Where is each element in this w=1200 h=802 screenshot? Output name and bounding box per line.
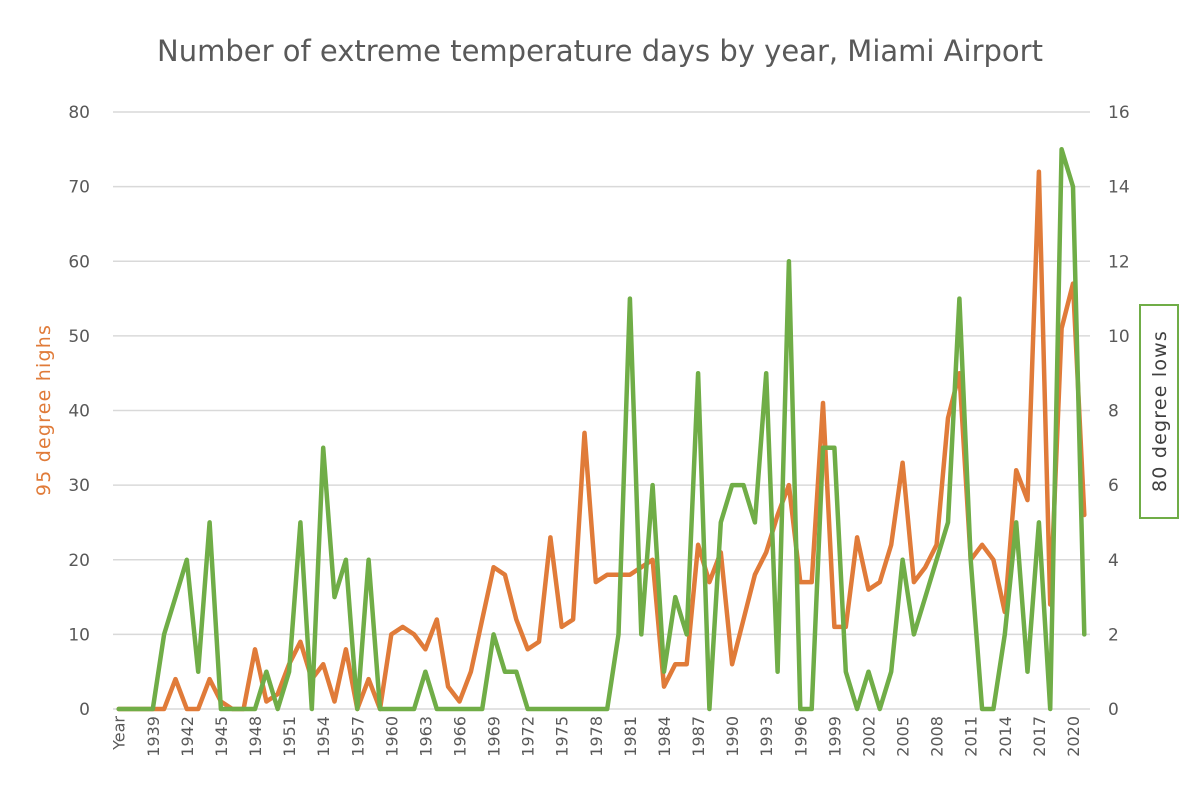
x-tick-label: 1999 [825,716,844,757]
x-tick-label: 1996 [791,716,810,757]
y-tick-left: 30 [68,476,90,496]
y-tick-right: 2 [1108,625,1119,645]
x-tick-label: 1942 [178,716,197,757]
x-tick-label: Year [110,716,129,751]
x-tick-label: 1951 [280,716,299,757]
series-lines [116,147,1087,712]
x-tick-label: 1963 [416,716,435,757]
y-tick-left: 40 [68,402,90,422]
y-tick-right: 16 [1108,103,1130,123]
y-tick-left: 20 [68,551,90,571]
x-tick-label: 1954 [314,716,333,757]
y-tick-right: 6 [1108,476,1119,496]
y-tick-left: 50 [68,327,90,347]
y-tick-right: 4 [1108,551,1119,571]
y-tick-right: 10 [1108,327,1130,347]
x-tick-label: 1984 [655,716,674,757]
y-tick-right: 8 [1108,402,1119,422]
y-tick-right: 14 [1108,178,1130,198]
right-y-axis-ticks: 0 2 4 6 8 10 12 14 16 [1108,103,1130,720]
x-tick-label: 2011 [962,716,981,757]
left-y-axis-ticks: 0 10 20 30 40 50 60 70 80 [68,103,90,720]
y-tick-right: 0 [1108,700,1119,720]
y-tick-left: 70 [68,178,90,198]
series-line-80-degree-lows [116,147,1087,712]
x-tick-label: 1993 [757,716,776,757]
x-tick-label: 1978 [587,716,606,757]
y-tick-left: 80 [68,103,90,123]
x-tick-label: 1990 [723,716,742,757]
x-tick-label: 2008 [928,716,947,757]
y-tick-left: 10 [68,625,90,645]
right-y-axis-label: 80 degree lows [1149,330,1171,492]
x-tick-label: 2002 [859,716,878,757]
right-y-axis-label-box [1139,304,1179,519]
x-tick-label: 2017 [1030,716,1049,757]
x-tick-label: 1957 [348,716,367,757]
left-y-axis-label: 95 degree highs [33,324,55,496]
x-tick-label: 1960 [382,716,401,757]
x-tick-label: 2020 [1064,716,1083,757]
y-tick-left: 0 [79,700,90,720]
x-tick-label: 1948 [246,716,265,757]
x-tick-label: 2005 [894,716,913,757]
x-tick-label: 1945 [212,716,231,757]
series-line-95-degree-highs [116,169,1087,712]
x-tick-label: 1981 [621,716,640,757]
y-tick-left: 60 [68,252,90,272]
chart-title: Number of extreme temperature days by ye… [157,34,1043,68]
x-tick-label: 1972 [519,716,538,757]
gridlines [113,111,1090,710]
x-tick-label: 1939 [144,716,163,757]
x-tick-label: 1987 [689,716,708,757]
x-tick-label: 1975 [553,716,572,757]
x-tick-label: 1966 [450,716,469,757]
y-tick-right: 12 [1108,252,1130,272]
x-tick-label: 2014 [996,716,1015,757]
x-axis-ticks: Year 1939 1942 1945 1948 1951 1954 1957 1960 1963… [110,716,1083,757]
x-tick-label: 1969 [485,716,504,757]
